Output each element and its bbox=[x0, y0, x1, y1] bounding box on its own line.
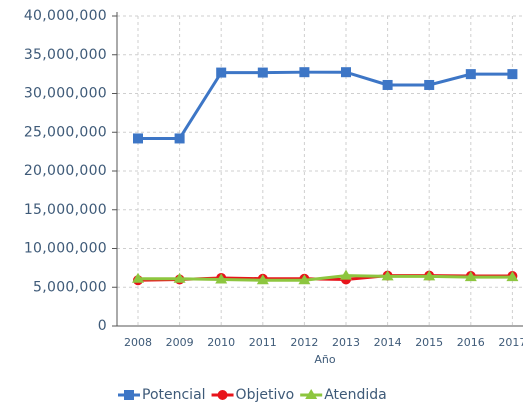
point bbox=[465, 69, 476, 80]
x-tick-label: 2009 bbox=[166, 336, 194, 349]
legend-item: Potencial bbox=[118, 387, 206, 403]
point bbox=[215, 273, 228, 284]
x-axis-label: Año bbox=[314, 353, 335, 366]
point bbox=[423, 270, 436, 281]
point bbox=[216, 67, 227, 78]
point bbox=[341, 67, 351, 78]
legend-label: Atendida bbox=[324, 387, 387, 403]
legend-marker bbox=[305, 389, 318, 399]
point bbox=[381, 270, 394, 281]
point bbox=[464, 271, 477, 282]
legend-marker bbox=[217, 390, 228, 400]
x-tick-label: 2008 bbox=[124, 336, 152, 349]
point bbox=[506, 271, 519, 282]
point bbox=[340, 269, 352, 280]
y-tick-label: 20,000,000 bbox=[24, 163, 107, 179]
point bbox=[298, 274, 311, 285]
point bbox=[256, 274, 269, 285]
point bbox=[173, 272, 186, 283]
point bbox=[299, 67, 310, 78]
legend-label: Objetivo bbox=[236, 387, 295, 403]
y-tick-label: 15,000,000 bbox=[24, 202, 107, 218]
point bbox=[174, 133, 185, 144]
y-tick-label: 0 bbox=[98, 318, 107, 334]
point bbox=[507, 69, 518, 80]
x-tick-label: 2015 bbox=[415, 336, 443, 349]
series-line bbox=[138, 274, 513, 282]
x-tick-label: 2016 bbox=[457, 336, 485, 349]
y-tick-label: 10,000,000 bbox=[24, 241, 107, 257]
y-tick-label: 30,000,000 bbox=[24, 86, 107, 102]
point bbox=[382, 79, 393, 90]
point bbox=[132, 272, 144, 283]
x-tick-label: 2013 bbox=[332, 336, 360, 349]
y-tick-label: 5,000,000 bbox=[33, 279, 107, 295]
x-tick-label: 2011 bbox=[249, 336, 277, 349]
point bbox=[257, 67, 268, 78]
y-tick-label: 35,000,000 bbox=[24, 47, 107, 63]
point bbox=[133, 133, 143, 144]
point bbox=[424, 79, 435, 90]
legend-item: Atendida bbox=[300, 387, 387, 403]
legend-marker bbox=[124, 390, 134, 400]
legend-label: Potencial bbox=[142, 387, 206, 403]
x-tick-label: 2014 bbox=[374, 336, 402, 349]
y-tick-label: 25,000,000 bbox=[24, 124, 107, 140]
x-tick-label: 2010 bbox=[207, 336, 235, 349]
y-tick-label: 40,000,000 bbox=[24, 8, 107, 24]
x-tick-label: 2012 bbox=[290, 336, 318, 349]
x-tick-label: 2017 bbox=[498, 336, 523, 349]
series-line bbox=[138, 70, 513, 140]
legend-item: Objetivo bbox=[211, 387, 295, 403]
